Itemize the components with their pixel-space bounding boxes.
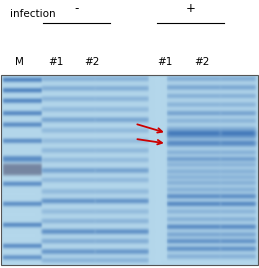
Text: M: M xyxy=(15,57,24,66)
Text: #1: #1 xyxy=(48,57,63,66)
Text: #2: #2 xyxy=(194,57,210,66)
Text: #2: #2 xyxy=(84,57,100,66)
Text: #1: #1 xyxy=(157,57,172,66)
Text: -: - xyxy=(74,2,78,15)
Text: +: + xyxy=(185,2,195,15)
Text: infection: infection xyxy=(10,9,56,20)
